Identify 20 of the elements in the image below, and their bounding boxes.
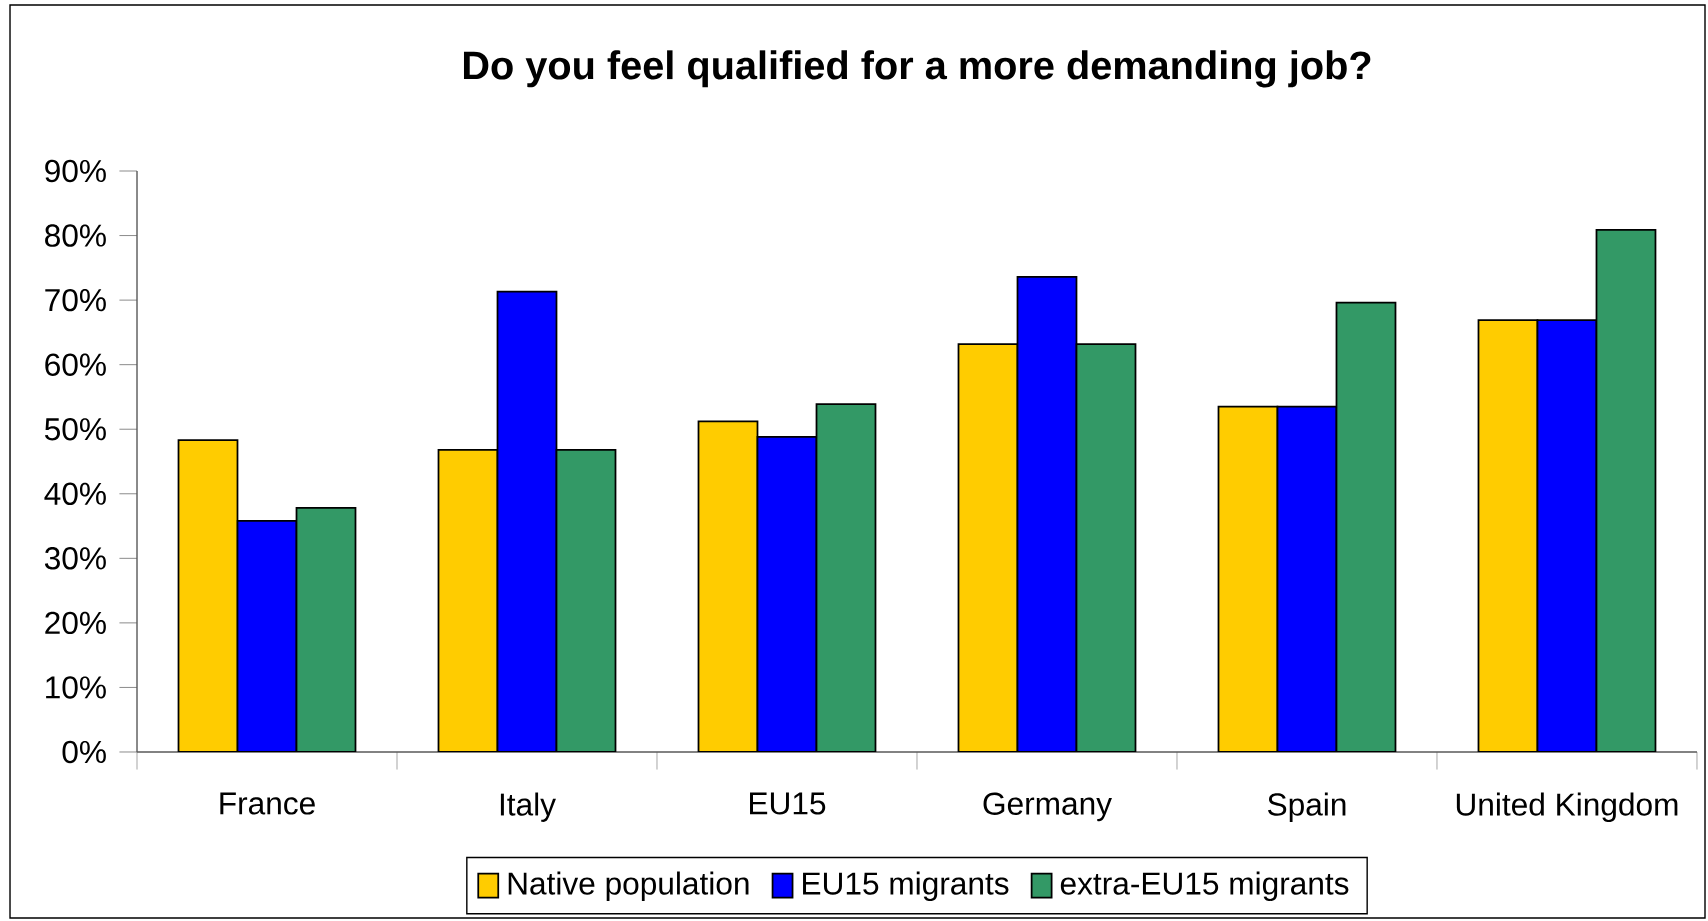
y-tick-label: 90% (45, 159, 106, 183)
y-tick-label: 10% (46, 676, 106, 699)
chart-title: Do you feel qualified for a more demanding job? (463, 50, 1371, 88)
y-tick-label: 70% (45, 288, 106, 312)
x-tick-label: France (220, 792, 315, 815)
x-tick-label: Spain (1267, 792, 1346, 822)
y-tick-label: 0% (62, 740, 106, 764)
x-tick-label: United Kingdom (1456, 792, 1678, 822)
legend-label: Native population (508, 871, 749, 901)
y-tick-label: 20% (45, 611, 106, 635)
x-tick-label: Italy (500, 792, 556, 822)
x-tick-label: EU15 (750, 792, 826, 815)
legend-label: EU15 migrants (803, 871, 1009, 901)
y-tick-label: 40% (44, 482, 106, 505)
y-tick-label: 30% (44, 547, 106, 570)
x-tick-label: Germany (983, 792, 1112, 822)
y-tick-label: 50% (44, 418, 106, 441)
y-tick-label: 60% (45, 353, 106, 376)
y-tick-label: 80% (45, 224, 106, 247)
legend-label: extra-EU15 migrants (1060, 871, 1349, 901)
